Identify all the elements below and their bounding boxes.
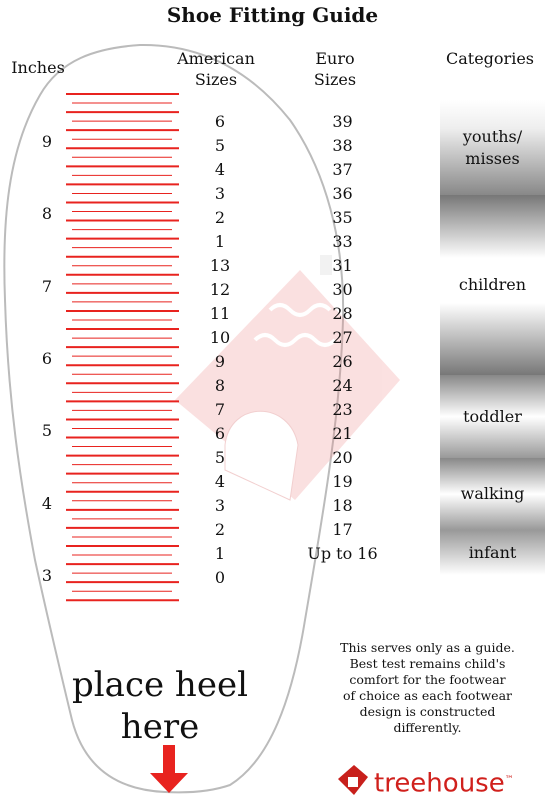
logo-text: treehouse (374, 768, 505, 799)
euro-size: Up to 16 (307, 544, 378, 563)
inch-label: 6 (41, 348, 53, 368)
american-size: 10 (209, 328, 231, 347)
category-label: children (458, 275, 527, 294)
american-size: 7 (214, 400, 226, 419)
euro-size: 38 (332, 136, 353, 155)
american-size: 2 (214, 520, 226, 539)
euro-size: 36 (332, 184, 353, 203)
euro-size: 30 (332, 280, 353, 299)
inch-label: 7 (41, 276, 53, 296)
logo-mark: ™ (504, 775, 514, 785)
euro-size: 21 (332, 424, 353, 443)
note-line: of choice as each footwear (342, 688, 512, 703)
american-size: 9 (214, 352, 226, 371)
american-size: 2 (214, 208, 226, 227)
euro-size: 37 (332, 160, 353, 179)
instruction: place heel here (72, 665, 248, 747)
euro-size: 24 (332, 376, 353, 395)
american-size: 1 (214, 232, 226, 251)
note: This serves only as a guide. Best test re… (320, 640, 535, 736)
logo-icon (338, 765, 368, 795)
american-size: 0 (214, 568, 226, 587)
american-size: 6 (214, 424, 226, 443)
ruler (66, 93, 179, 602)
euro-size: 27 (332, 328, 353, 347)
note-line: Best test remains child's (349, 656, 506, 671)
euro-size: 19 (332, 472, 353, 491)
american-size: 1 (214, 544, 226, 563)
american-size: 13 (209, 256, 231, 275)
inch-label: 3 (41, 565, 53, 585)
foot-outline (3, 43, 345, 794)
inch-label: 4 (41, 493, 53, 513)
category-band: toddler (440, 375, 545, 458)
american-size: 4 (214, 472, 226, 491)
category-band: children (440, 195, 545, 375)
american-size: 11 (209, 304, 231, 323)
euro-size: 18 (332, 496, 353, 515)
column-header: Euro Sizes (313, 49, 357, 89)
column-header: American Sizes (177, 49, 255, 89)
category-label: youths/ misses (462, 126, 523, 168)
american-size: 5 (214, 448, 226, 467)
euro-size: 33 (332, 232, 353, 251)
american-size: 4 (214, 160, 226, 179)
inch-label: 5 (41, 421, 53, 441)
title: Shoe Fitting Guide (166, 3, 379, 27)
note-line: design is constructed (359, 704, 496, 719)
category-band: walking (440, 458, 545, 530)
american-size: 12 (209, 280, 231, 299)
american-size: 3 (214, 184, 226, 203)
american-size: 3 (214, 496, 226, 515)
euro-size: 39 (332, 112, 353, 131)
heel-arrow (150, 745, 188, 793)
note-line: differently. (393, 720, 462, 735)
euro-size: 17 (332, 520, 353, 539)
category-label: toddler (463, 406, 522, 426)
euro-size: 28 (332, 304, 353, 323)
euro-size: 35 (332, 208, 353, 227)
american-size: 6 (214, 112, 226, 131)
house-watermark (175, 255, 400, 501)
euro-size: 31 (332, 256, 353, 275)
category-label: walking (460, 484, 525, 503)
category-band: infant (440, 530, 545, 575)
column-header: Categories (446, 49, 534, 68)
note-line: This serves only as a guide. (340, 640, 515, 655)
category-band: youths/ misses (440, 100, 545, 195)
euro-size: 26 (332, 352, 353, 371)
inch-label: 8 (41, 204, 53, 224)
logo: treehouse™ (374, 770, 544, 797)
note-line: comfort for the footwear (349, 672, 506, 687)
inch-label: 9 (41, 132, 53, 151)
column-header: Inches (11, 58, 65, 77)
euro-size: 23 (332, 400, 353, 419)
category-label: infant (468, 542, 517, 562)
euro-size: 20 (332, 448, 353, 467)
american-size: 5 (214, 136, 226, 155)
american-size: 8 (214, 376, 226, 395)
